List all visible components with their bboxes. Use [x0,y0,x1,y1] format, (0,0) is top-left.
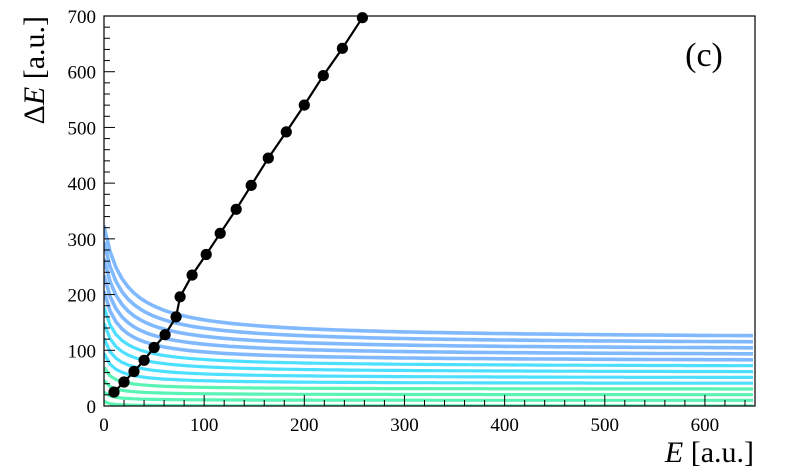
calibration-point [262,152,274,164]
calibration-point [200,248,212,261]
calibration-point [245,179,257,191]
calibration-point [128,365,140,378]
calibration-point [174,291,186,303]
isotope-band [104,366,753,391]
x-axis-title: E [a.u.] [664,436,754,469]
y-tick-label: 200 [68,286,97,307]
x-tick-label: 300 [390,415,419,436]
isotope-band [104,322,753,374]
isotope-band [104,19,754,262]
isotope-band [104,140,754,307]
plot-frame [103,15,756,407]
isotope-bands [104,16,754,406]
x-axis: 0 100 200 300 400 500 600 [99,395,746,436]
y-tick-label: 700 [68,7,97,28]
isotope-band [104,36,754,269]
calibration-point [118,376,130,388]
isotope-band [106,16,754,249]
y-axis-symbol-delta: Δ [18,105,51,124]
x-axis-unit: [a.u.] [683,436,754,469]
y-axis-title: ΔE [a.u.] [18,16,51,124]
x-tick-label: 100 [190,415,219,436]
calibration-point [170,311,182,323]
isotope-band [104,258,753,350]
isotope-band [116,16,754,229]
isotope-band [104,224,754,338]
x-tick-label: 0 [99,415,109,436]
isotope-band [135,16,754,201]
isotope-band [104,174,753,320]
calibration-points [108,12,368,398]
calibration-point [230,203,242,215]
x-tick-label: 600 [691,415,720,436]
isotope-band [104,16,754,255]
x-axis-symbol: E [664,436,683,469]
x-tick-label: 200 [290,415,319,436]
calibration-point [108,386,120,398]
calibration-point [148,341,160,354]
panel-label: (c) [685,37,723,74]
isotope-band [104,290,753,362]
x-tick-label: 400 [490,415,519,436]
isotope-band [104,274,753,356]
y-tick-label: 600 [68,63,97,84]
isotope-band [104,191,754,326]
isotope-band [104,88,754,288]
isotope-band [104,352,753,385]
calibration-point [159,329,171,341]
isotope-band [104,208,753,332]
y-tick-label: 400 [68,174,97,195]
isotope-band [104,54,754,275]
y-axis: 0 100 200 300 400 500 600 700 [68,7,115,418]
isotope-band [109,16,754,242]
calibration-point [356,12,368,24]
calibration-point [186,269,198,281]
isotope-band [130,16,754,208]
calibration-point [336,42,348,54]
isotope-band [125,16,754,215]
isotope-band [104,306,753,368]
calibration-point [138,354,150,366]
isotope-band [104,379,753,397]
calibration-point [298,99,310,111]
y-tick-label: 500 [68,118,97,139]
isotope-band [112,16,754,235]
isotope-band [104,71,754,282]
calibration-point [280,126,292,138]
isotope-band [120,16,754,222]
isotope-band [104,105,754,294]
y-tick-label: 100 [68,341,97,362]
x-tick-label: 500 [591,415,620,436]
calibration-point [317,70,329,82]
y-tick-label: 0 [87,397,97,418]
isotope-band [104,337,753,379]
calibration-point [214,227,226,239]
isotope-band [104,241,754,344]
y-axis-unit: [a.u.] [18,16,51,87]
isotope-band [104,122,754,301]
y-tick-label: 300 [68,230,97,251]
isotope-band [104,157,754,313]
